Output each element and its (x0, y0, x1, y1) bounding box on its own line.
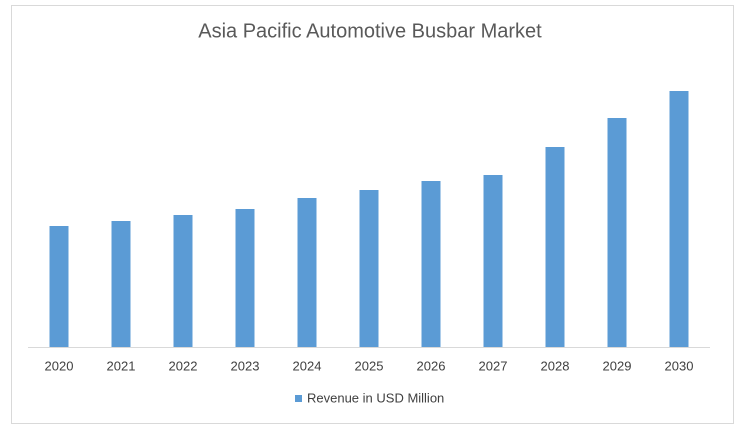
bar (669, 91, 689, 347)
x-tick-label: 2024 (293, 358, 322, 373)
bar (545, 147, 565, 347)
x-tick-label: 2028 (541, 358, 570, 373)
bar (235, 209, 255, 347)
bar (359, 190, 379, 347)
x-tick-label: 2029 (603, 358, 632, 373)
bar (173, 215, 193, 347)
x-tick-label: 2030 (665, 358, 694, 373)
x-tick-label: 2023 (231, 358, 260, 373)
bar (607, 118, 627, 347)
bar (111, 221, 131, 347)
x-tick-label: 2025 (355, 358, 384, 373)
x-tick-label: 2021 (107, 358, 136, 373)
bar (421, 181, 441, 347)
bar (49, 226, 69, 347)
legend-label: Revenue in USD Million (307, 390, 444, 405)
bar (483, 175, 503, 347)
bar (297, 198, 317, 347)
x-tick-label: 2020 (45, 358, 74, 373)
legend-swatch (295, 395, 302, 402)
x-tick-label: 2027 (479, 358, 508, 373)
x-tick-label: 2026 (417, 358, 446, 373)
chart-title: Asia Pacific Automotive Busbar Market (198, 20, 542, 42)
x-tick-label: 2022 (169, 358, 198, 373)
